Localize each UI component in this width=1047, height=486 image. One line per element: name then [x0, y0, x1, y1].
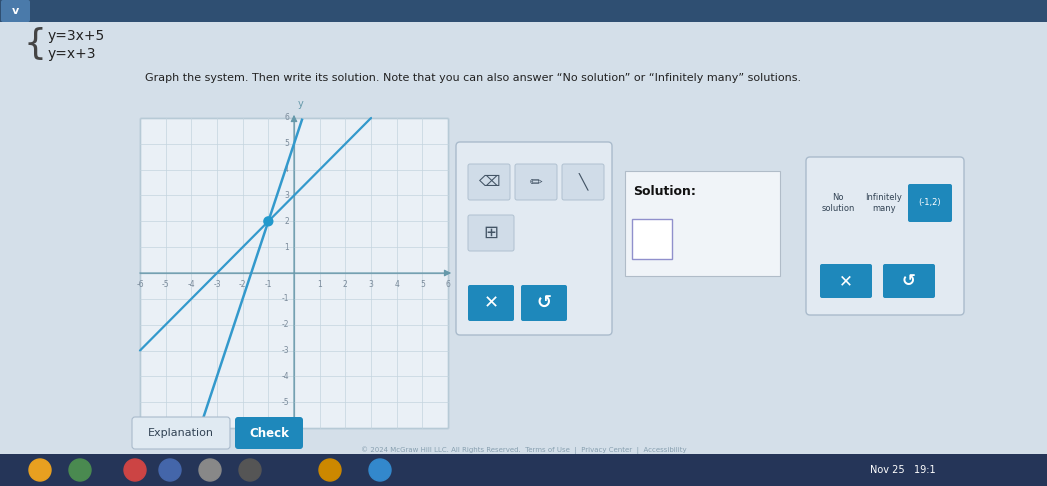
- FancyBboxPatch shape: [521, 285, 567, 321]
- Text: y: y: [298, 99, 304, 109]
- Circle shape: [319, 459, 341, 481]
- FancyBboxPatch shape: [456, 142, 612, 335]
- Text: ↺: ↺: [903, 272, 916, 290]
- Text: (-1,2): (-1,2): [918, 198, 941, 208]
- Circle shape: [124, 459, 146, 481]
- FancyBboxPatch shape: [140, 118, 448, 428]
- Point: [260, 217, 276, 225]
- Text: y=3x+5: y=3x+5: [48, 29, 106, 43]
- Text: -4: -4: [282, 372, 289, 381]
- Text: -3: -3: [282, 346, 289, 355]
- FancyBboxPatch shape: [806, 157, 964, 315]
- Text: Nov 25   19:1: Nov 25 19:1: [870, 465, 936, 475]
- FancyBboxPatch shape: [883, 264, 935, 298]
- Text: -6: -6: [282, 423, 289, 433]
- FancyBboxPatch shape: [0, 454, 1047, 486]
- Text: 6: 6: [446, 280, 450, 289]
- Text: -1: -1: [282, 295, 289, 303]
- Text: ✕: ✕: [484, 294, 498, 312]
- FancyBboxPatch shape: [0, 0, 1047, 22]
- Text: ⊞: ⊞: [484, 224, 498, 242]
- Text: 4: 4: [395, 280, 399, 289]
- Text: 1: 1: [284, 243, 289, 252]
- FancyBboxPatch shape: [625, 171, 780, 276]
- Text: 3: 3: [284, 191, 289, 200]
- Text: -2: -2: [282, 320, 289, 329]
- Circle shape: [159, 459, 181, 481]
- Text: -5: -5: [282, 398, 289, 407]
- Text: y=x+3: y=x+3: [48, 47, 96, 61]
- Text: Explanation: Explanation: [148, 428, 214, 438]
- Text: -3: -3: [214, 280, 221, 289]
- FancyBboxPatch shape: [908, 184, 952, 222]
- FancyBboxPatch shape: [515, 164, 557, 200]
- Text: 2: 2: [284, 217, 289, 226]
- Text: 5: 5: [284, 139, 289, 148]
- Text: ⌫: ⌫: [478, 174, 499, 190]
- Text: {: {: [23, 27, 46, 61]
- Text: 5: 5: [420, 280, 425, 289]
- Circle shape: [199, 459, 221, 481]
- FancyBboxPatch shape: [1, 0, 30, 22]
- FancyBboxPatch shape: [562, 164, 604, 200]
- FancyBboxPatch shape: [632, 219, 672, 259]
- Text: ✕: ✕: [839, 272, 853, 290]
- Text: ╲: ╲: [578, 173, 587, 191]
- Text: -1: -1: [265, 280, 272, 289]
- FancyBboxPatch shape: [468, 285, 514, 321]
- Text: Graph the system. Then write its solution. Note that you can also answer “No sol: Graph the system. Then write its solutio…: [144, 73, 801, 83]
- Text: No
solution: No solution: [821, 193, 854, 213]
- Text: ✏: ✏: [530, 174, 542, 190]
- Text: Solution:: Solution:: [633, 185, 696, 198]
- Text: 6: 6: [284, 114, 289, 122]
- Text: Check: Check: [249, 427, 289, 439]
- Text: -2: -2: [239, 280, 246, 289]
- Text: 4: 4: [284, 165, 289, 174]
- Text: © 2024 McGraw Hill LLC. All Rights Reserved.  Terms of Use  |  Privacy Center  |: © 2024 McGraw Hill LLC. All Rights Reser…: [361, 446, 687, 454]
- Circle shape: [29, 459, 51, 481]
- Text: ↺: ↺: [536, 294, 552, 312]
- FancyBboxPatch shape: [132, 417, 230, 449]
- FancyBboxPatch shape: [235, 417, 303, 449]
- Text: x: x: [456, 261, 463, 271]
- Text: 3: 3: [369, 280, 374, 289]
- FancyBboxPatch shape: [820, 264, 872, 298]
- Text: 2: 2: [343, 280, 348, 289]
- Circle shape: [69, 459, 91, 481]
- Circle shape: [369, 459, 391, 481]
- Text: -4: -4: [187, 280, 195, 289]
- Text: -5: -5: [162, 280, 170, 289]
- FancyBboxPatch shape: [468, 215, 514, 251]
- Text: Infinitely
many: Infinitely many: [866, 193, 903, 213]
- FancyBboxPatch shape: [468, 164, 510, 200]
- Text: 1: 1: [317, 280, 322, 289]
- FancyBboxPatch shape: [0, 22, 1047, 456]
- Circle shape: [239, 459, 261, 481]
- Text: v: v: [12, 6, 19, 16]
- Text: -6: -6: [136, 280, 143, 289]
